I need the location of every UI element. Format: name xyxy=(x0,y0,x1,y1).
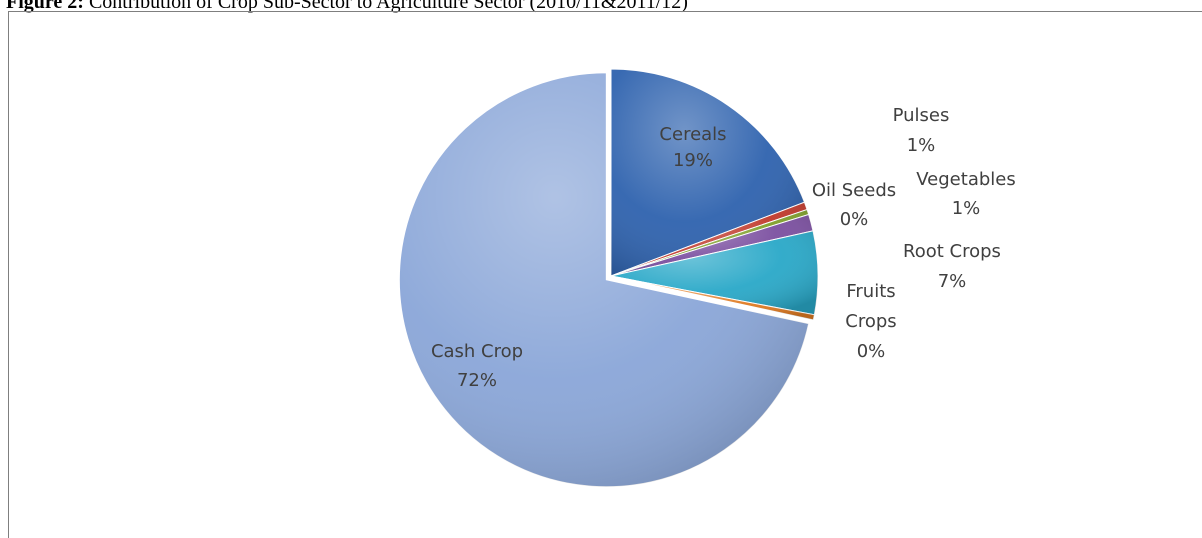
slice-percent-label: 0% xyxy=(857,341,886,362)
figure-caption-label: Figure 2: xyxy=(6,0,84,13)
slice-category-label: Pulses xyxy=(893,105,950,126)
pie-slice-shading xyxy=(611,214,814,276)
slice-percent-label: 19% xyxy=(673,150,713,171)
slice-category-label: Vegetables xyxy=(916,169,1015,190)
pie-slice-shading xyxy=(611,209,809,276)
slice-category-label: Cereals xyxy=(659,124,726,145)
figure-caption: Figure 2: Contribution of Crop Sub-Secto… xyxy=(6,0,688,13)
slice-percent-label: 1% xyxy=(907,135,936,156)
slice-percent-label: 0% xyxy=(840,209,869,230)
figure-caption-text: Contribution of Crop Sub-Sector to Agric… xyxy=(83,0,688,13)
pie-slice-shading xyxy=(611,276,815,320)
slice-percent-label: 7% xyxy=(938,271,967,292)
slice-percent-label: 72% xyxy=(457,370,497,391)
slice-category-label: Root Crops xyxy=(903,241,1001,262)
slice-category-label: Crops xyxy=(845,311,896,332)
slice-category-label: Fruits xyxy=(846,281,895,302)
slice-percent-label: 1% xyxy=(952,198,981,219)
pie-slice-shading xyxy=(611,69,805,276)
chart-frame xyxy=(8,11,1202,538)
slice-category-label: Cash Crop xyxy=(431,341,523,362)
pie-slice-shading xyxy=(611,230,818,315)
pie-slice-shading xyxy=(611,202,808,276)
pie-slice-shading xyxy=(399,72,809,487)
slice-category-label: Oil Seeds xyxy=(812,180,896,201)
